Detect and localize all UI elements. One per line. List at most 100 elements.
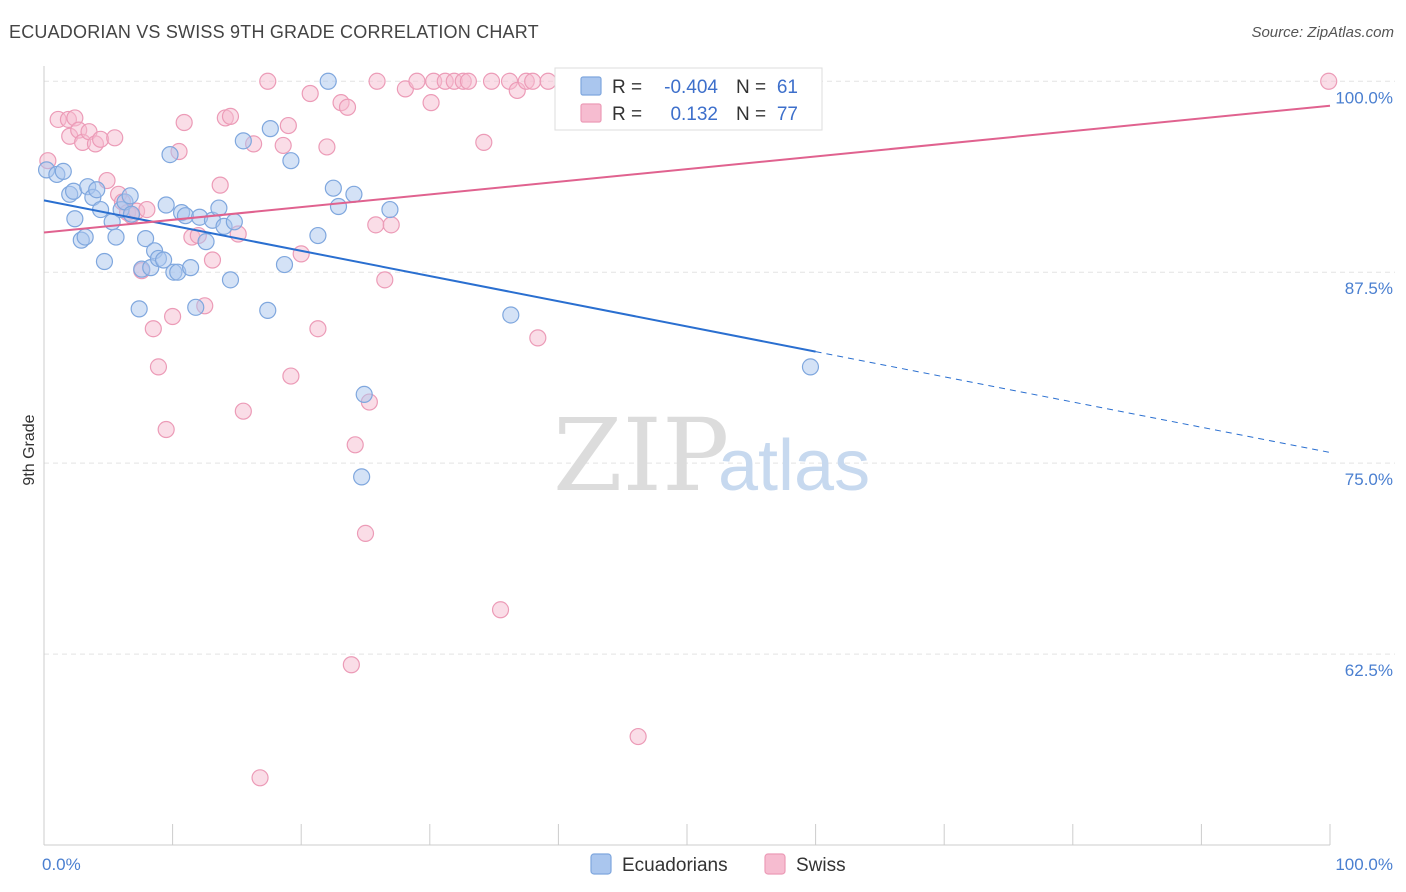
swiss-point <box>279 116 297 135</box>
stats-legend: R = -0.404 N = 61 R = 0.132 N = 77 <box>554 67 823 131</box>
series-legend-label-ecuadorians: Ecuadorians <box>622 855 728 876</box>
swiss-point <box>368 72 386 90</box>
swiss-point <box>338 98 357 116</box>
ecuadorians-point <box>130 300 148 318</box>
swiss-point <box>529 329 547 347</box>
chart-title: ECUADORIAN VS SWISS 9TH GRADE CORRELATIO… <box>9 22 539 42</box>
swiss-point <box>234 402 252 420</box>
y-tick-label: 87.5% <box>1345 279 1393 298</box>
swiss-point <box>221 107 240 126</box>
ecuadorians-point <box>355 385 373 404</box>
watermark-zip: ZIP <box>553 397 729 514</box>
ecuadorians-point <box>275 255 294 274</box>
swiss-point <box>482 72 501 90</box>
trend-lines <box>43 104 1331 453</box>
swiss-point <box>376 271 394 289</box>
swiss-point <box>301 84 319 103</box>
legend-n-value-ecuadorians: 61 <box>777 77 798 98</box>
legend-r-value-ecuadorians: -0.404 <box>664 77 718 98</box>
swiss-point <box>144 320 162 338</box>
grid-lines <box>44 80 1395 655</box>
ecuadorians-trend-extrapolation <box>815 351 1331 453</box>
ecuadorians-point <box>319 72 337 90</box>
ecuadorians-point <box>259 301 277 319</box>
ecuadorians-point <box>107 228 125 246</box>
watermark-atlas: atlas <box>718 426 870 506</box>
ecuadorians-point <box>324 179 342 197</box>
ecuadorians-point <box>801 358 820 376</box>
ecuadorians-point <box>154 251 173 269</box>
swiss-point <box>342 656 360 674</box>
legend-n-label-swiss: N = <box>736 104 766 125</box>
y-tick-label: 75.0% <box>1345 470 1393 489</box>
swiss-point <box>422 94 440 112</box>
swiss-point <box>282 367 300 385</box>
source-credit: Source: ZipAtlas.com <box>1251 24 1394 41</box>
series-legend-swatch-swiss <box>764 853 786 875</box>
watermark: ZIP atlas <box>553 397 870 514</box>
y-axis-label: 9th Grade <box>21 414 38 485</box>
ecuadorians-point <box>282 152 300 170</box>
ecuadorians-point <box>225 213 243 231</box>
ecuadorians-point <box>187 298 205 316</box>
swiss-point <box>475 133 493 151</box>
legend-r-label-ecuadorians: R = <box>612 77 642 98</box>
legend-n-label-ecuadorians: N = <box>736 77 766 98</box>
swiss-point <box>106 129 124 147</box>
ecuadorians-point <box>381 200 399 219</box>
ecuadorians-point <box>54 162 72 180</box>
ecuadorians-point <box>95 252 114 271</box>
ecuadorians-point <box>176 207 195 225</box>
swiss-point <box>356 524 375 543</box>
swiss-point <box>164 307 182 326</box>
swiss-point <box>274 136 292 155</box>
ecuadorians-point <box>88 181 106 199</box>
swiss-point <box>292 245 310 263</box>
swiss-point <box>539 72 557 90</box>
swiss-point <box>175 113 193 132</box>
ecuadorians-point <box>221 271 240 289</box>
x-tick-label: 0.0% <box>42 855 81 874</box>
swiss-point <box>138 200 156 219</box>
legend-swatch-ecuadorians <box>580 76 602 96</box>
swiss-point <box>211 176 229 194</box>
ecuadorians-point <box>121 187 139 205</box>
ecuadorians-point <box>182 259 200 277</box>
ecuadorians-trend-line <box>43 199 816 353</box>
legend-swatch-swiss <box>580 103 602 123</box>
swiss-point <box>91 130 110 148</box>
x-tick-labels: 0.0% 100.0% <box>42 855 1393 874</box>
swiss-point <box>309 320 327 338</box>
ecuadorians-point <box>329 197 348 216</box>
ecuadorians-point <box>309 226 327 245</box>
swiss-point <box>251 769 269 787</box>
ecuadorians-point <box>234 132 252 150</box>
swiss-point <box>367 216 385 234</box>
series-legend-swatch-ecuadorians <box>590 853 612 875</box>
legend-r-label-swiss: R = <box>612 104 642 125</box>
swiss-point <box>382 216 400 234</box>
ecuadorians-point <box>197 233 215 251</box>
ecuadorians-point <box>122 205 141 223</box>
ecuadorians-point <box>161 145 179 164</box>
y-tick-label: 62.5% <box>1345 661 1393 680</box>
swiss-point <box>524 72 542 90</box>
ecuadorians-point <box>136 230 155 248</box>
ecuadorians-point <box>345 185 363 203</box>
axes <box>43 66 1331 846</box>
ecuadorians-point <box>66 210 84 228</box>
ecuadorians-point <box>353 468 371 486</box>
series-legend-label-swiss: Swiss <box>796 855 846 876</box>
swiss-point <box>346 436 364 454</box>
swiss-trend-line <box>43 104 1331 234</box>
x-tick-label: 100.0% <box>1335 855 1393 874</box>
swiss-point <box>318 138 336 156</box>
swiss-point <box>149 358 168 376</box>
legend-r-value-swiss: 0.132 <box>670 104 718 125</box>
legend-n-value-swiss: 77 <box>777 104 798 125</box>
y-tick-labels: 62.5% 75.0% 87.5% 100.0% <box>1335 88 1393 680</box>
series-legend: Ecuadorians Swiss <box>590 853 846 876</box>
swiss-point <box>259 72 277 90</box>
y-tick-label: 100.0% <box>1335 88 1393 107</box>
